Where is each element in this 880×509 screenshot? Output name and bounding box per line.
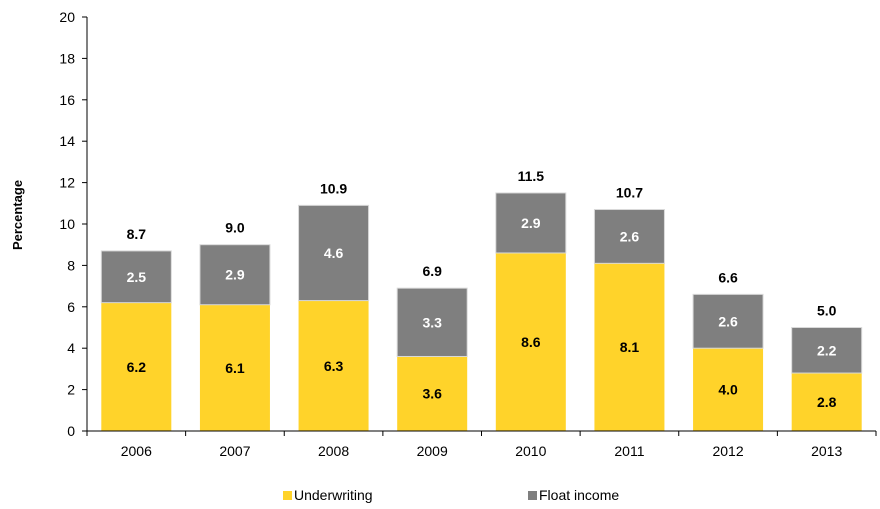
float-income-bar xyxy=(199,244,271,306)
underwriting-data-label: 6.3 xyxy=(324,358,344,374)
float-income-bar xyxy=(593,209,665,264)
total-data-label: 10.9 xyxy=(320,180,347,196)
underwriting-data-label: 4.0 xyxy=(718,382,738,398)
x-tick-label: 2011 xyxy=(614,443,644,459)
underwriting-bar xyxy=(298,300,369,431)
x-tick-label: 2008 xyxy=(318,443,349,459)
float-income-data-label: 2.9 xyxy=(521,215,541,231)
underwriting-data-label: 6.1 xyxy=(225,360,245,376)
total-data-label: 8.7 xyxy=(127,226,147,242)
float-income-data-label: 3.3 xyxy=(422,314,442,330)
float-income-bar xyxy=(100,250,172,304)
y-tick-label: 8 xyxy=(67,257,75,273)
float-income-bar xyxy=(791,327,863,374)
float-income-data-label: 2.2 xyxy=(817,342,837,358)
float-income-data-label: 2.9 xyxy=(225,267,245,283)
y-tick-label: 20 xyxy=(59,9,75,25)
x-axis: 2006 2007 2008 2009 2010 2011 2012 2013 xyxy=(86,430,877,459)
total-data-label: 9.0 xyxy=(225,220,245,236)
float-income-bar xyxy=(495,192,567,254)
underwriting-bar xyxy=(495,252,566,431)
x-tick-label: 2012 xyxy=(712,443,743,459)
plot-area: 6.2 2.5 8.7 6.1 2.9 9.0 6.3 4.6 10.9 3.6 3.3 6.9 8.6… xyxy=(100,168,863,431)
y-tick-label: 2 xyxy=(67,382,75,398)
total-data-label: 10.7 xyxy=(616,185,643,201)
underwriting-data-label: 8.6 xyxy=(521,334,541,350)
y-tick-label: 16 xyxy=(59,92,75,108)
y-tick-label: 10 xyxy=(59,216,75,232)
underwriting-bar xyxy=(101,302,172,431)
x-tick-label: 2009 xyxy=(417,443,448,459)
underwriting-data-label: 3.6 xyxy=(422,386,442,402)
float-income-bar xyxy=(692,293,764,349)
legend-swatch-float-income xyxy=(528,491,537,500)
x-tick-label: 2013 xyxy=(811,443,842,459)
y-tick-label: 12 xyxy=(59,175,75,191)
underwriting-data-label: 2.8 xyxy=(817,394,837,410)
x-tick-label: 2006 xyxy=(121,443,152,459)
underwriting-data-label: 6.2 xyxy=(127,359,147,375)
y-axis-label: Percentage xyxy=(10,180,25,250)
y-tick-label: 6 xyxy=(67,299,75,315)
underwriting-data-label: 8.1 xyxy=(620,339,640,355)
underwriting-bar xyxy=(693,348,764,431)
legend-label-float-income: Float income xyxy=(539,487,619,503)
float-income-bar xyxy=(298,204,370,302)
y-tick-label: 4 xyxy=(67,340,75,356)
float-income-data-label: 4.6 xyxy=(324,245,344,261)
total-data-label: 6.9 xyxy=(422,263,442,279)
y-axis: 0 2 4 6 8 10 12 14 16 18 20 xyxy=(59,9,88,439)
float-income-bar xyxy=(396,287,468,357)
y-tick-label: 14 xyxy=(59,133,75,149)
total-data-label: 11.5 xyxy=(518,168,545,184)
underwriting-bar xyxy=(397,356,468,431)
underwriting-bar xyxy=(594,263,665,431)
legend: Underwriting Float income xyxy=(283,487,619,503)
total-data-label: 5.0 xyxy=(817,303,837,319)
float-income-data-label: 2.6 xyxy=(718,313,738,329)
y-tick-label: 0 xyxy=(67,423,75,439)
y-tick-label: 18 xyxy=(59,50,75,66)
legend-label-underwriting: Underwriting xyxy=(294,487,373,503)
x-tick-label: 2007 xyxy=(219,443,250,459)
x-tick-label: 2010 xyxy=(515,443,546,459)
total-data-label: 6.6 xyxy=(718,269,738,285)
underwriting-bar xyxy=(791,373,862,431)
float-income-data-label: 2.6 xyxy=(620,228,640,244)
legend-swatch-underwriting xyxy=(283,491,292,500)
float-income-data-label: 2.5 xyxy=(127,269,147,285)
underwriting-bar xyxy=(199,304,270,431)
